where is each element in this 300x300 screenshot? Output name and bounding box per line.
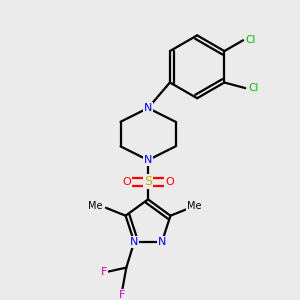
Text: Cl: Cl: [248, 83, 258, 93]
Text: Me: Me: [88, 201, 102, 211]
Text: Cl: Cl: [246, 35, 256, 45]
Text: N: N: [144, 155, 152, 165]
Text: O: O: [165, 177, 174, 187]
Text: F: F: [100, 266, 107, 277]
Text: N: N: [158, 237, 166, 247]
Text: N: N: [144, 103, 152, 113]
Text: O: O: [122, 177, 131, 187]
Text: Me: Me: [187, 201, 201, 211]
Text: N: N: [130, 237, 138, 247]
Text: S: S: [144, 175, 152, 188]
Text: F: F: [119, 290, 126, 300]
